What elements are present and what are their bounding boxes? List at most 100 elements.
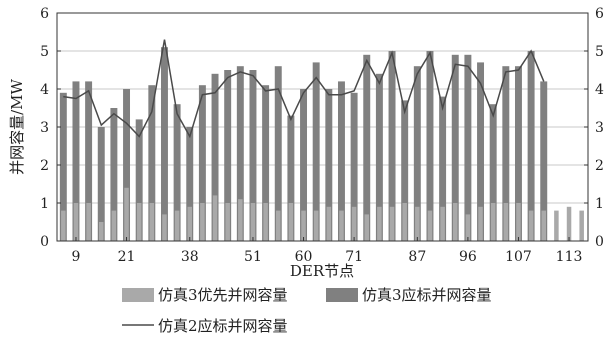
- bar-bid: [224, 70, 232, 241]
- bar-priority: [579, 210, 584, 241]
- legend-label-priority: 仿真3优先并网容量: [158, 286, 288, 304]
- legend-label-sim2: 仿真2应标并网容量: [158, 317, 288, 335]
- x-axis-title: DER节点: [290, 262, 354, 280]
- series-priority-bars: [61, 187, 584, 241]
- bar-priority: [554, 210, 559, 241]
- bar-bid: [262, 85, 270, 241]
- bar-priority: [427, 210, 433, 241]
- y-axis-title: 并网容量/MW: [8, 79, 26, 175]
- legend-item-sim2: 仿真2应标并网容量: [122, 317, 288, 335]
- x-tick-label: 51: [244, 249, 262, 265]
- y-tick-label-right: 6: [595, 6, 604, 22]
- y-tick-label-left: 3: [40, 120, 49, 136]
- bar-bid: [363, 54, 371, 241]
- bar-priority: [225, 203, 230, 241]
- x-tick-label: 60: [295, 249, 313, 265]
- bar-bid: [375, 73, 383, 241]
- y-tick-label-right: 3: [595, 120, 604, 136]
- bar-priority: [200, 203, 205, 241]
- bar-priority: [98, 222, 104, 241]
- x-tick-label: 21: [118, 249, 136, 265]
- series-bid-bars: [59, 47, 548, 242]
- bar-bid: [287, 115, 295, 241]
- y-tick-label-right: 4: [595, 82, 604, 98]
- x-tick-label: 9: [72, 249, 81, 265]
- bar-bid: [186, 127, 194, 241]
- bar-bid: [464, 54, 472, 241]
- legend-item-bid: 仿真3应标并网容量: [326, 286, 492, 304]
- x-tick-label: 87: [408, 249, 426, 265]
- x-tick-label: 71: [345, 249, 363, 265]
- y-tick-label-right: 0: [595, 234, 604, 250]
- bar-bid: [198, 85, 206, 241]
- bar-priority: [162, 214, 167, 241]
- bar-priority: [528, 210, 534, 241]
- bar-bid: [135, 119, 143, 241]
- bar-priority: [415, 206, 420, 241]
- bar-priority: [351, 206, 357, 241]
- legend: 仿真3优先并网容量 仿真3应标并网容量 仿真2应标并网容量: [122, 286, 492, 335]
- bar-bid: [489, 104, 497, 241]
- bar-bid: [527, 51, 535, 241]
- bar-priority: [86, 203, 91, 241]
- bar-bid: [413, 66, 421, 241]
- bar-bid: [110, 108, 118, 241]
- bar-bid: [148, 85, 156, 241]
- bar-priority: [174, 210, 180, 241]
- bar-bid: [426, 51, 434, 241]
- bar-bid: [325, 89, 333, 241]
- bar-priority: [402, 203, 407, 241]
- bar-bid: [59, 92, 67, 241]
- legend-swatch-priority: [122, 288, 154, 302]
- series-sim2-line: [63, 39, 545, 139]
- bar-priority: [440, 206, 445, 241]
- bar-priority: [326, 206, 332, 241]
- bar-bid: [173, 104, 181, 241]
- x-tick-label: 113: [556, 249, 583, 265]
- bar-bid: [249, 70, 257, 241]
- bar-bid: [97, 127, 105, 241]
- bar-priority: [124, 187, 129, 241]
- bar-bid: [350, 92, 358, 241]
- y-tick-label-left: 2: [40, 158, 49, 174]
- y-tick-label-left: 0: [40, 234, 49, 250]
- bar-priority: [238, 199, 243, 241]
- bar-priority: [541, 210, 547, 241]
- bar-priority: [212, 195, 218, 241]
- bar-priority: [275, 210, 281, 241]
- bar-bid: [312, 62, 320, 242]
- y-tick-label-right: 2: [595, 158, 604, 174]
- y-tick-label-right: 5: [595, 44, 604, 60]
- bar-priority: [73, 203, 79, 241]
- bar-priority: [389, 206, 395, 241]
- bar-bid: [439, 96, 447, 241]
- bar-priority: [465, 214, 471, 241]
- bar-bid: [388, 51, 396, 241]
- bar-priority: [187, 206, 193, 241]
- bar-bid: [337, 81, 345, 242]
- x-tick-label: 96: [459, 249, 477, 265]
- x-axis-ticks: 9 21 38 51 60 71 87 96 107 113: [72, 237, 583, 265]
- bar-bid: [540, 81, 548, 242]
- y-tick-label-right: 1: [595, 196, 604, 212]
- gridlines: [57, 50, 588, 204]
- y-tick-label-left: 6: [40, 6, 49, 22]
- y-axis-right-ticks: 0 1 2 3 4 5 6: [584, 6, 604, 250]
- bar-bid: [72, 81, 80, 242]
- bar-bid: [85, 81, 93, 242]
- legend-item-priority: 仿真3优先并网容量: [122, 286, 288, 304]
- y-tick-label-left: 1: [40, 196, 49, 212]
- bar-priority: [263, 203, 268, 241]
- x-tick-label: 107: [505, 249, 532, 265]
- bar-bid: [236, 66, 244, 241]
- y-tick-label-left: 4: [40, 82, 49, 98]
- bar-bid: [300, 89, 308, 241]
- bar-priority: [250, 203, 256, 241]
- bar-bid: [160, 47, 168, 242]
- y-axis-left-ticks: 0 1 2 3 4 5 6: [40, 6, 61, 250]
- bar-priority: [503, 203, 509, 241]
- bar-priority: [301, 210, 306, 241]
- bar-priority: [111, 210, 117, 241]
- bar-bid: [211, 73, 219, 241]
